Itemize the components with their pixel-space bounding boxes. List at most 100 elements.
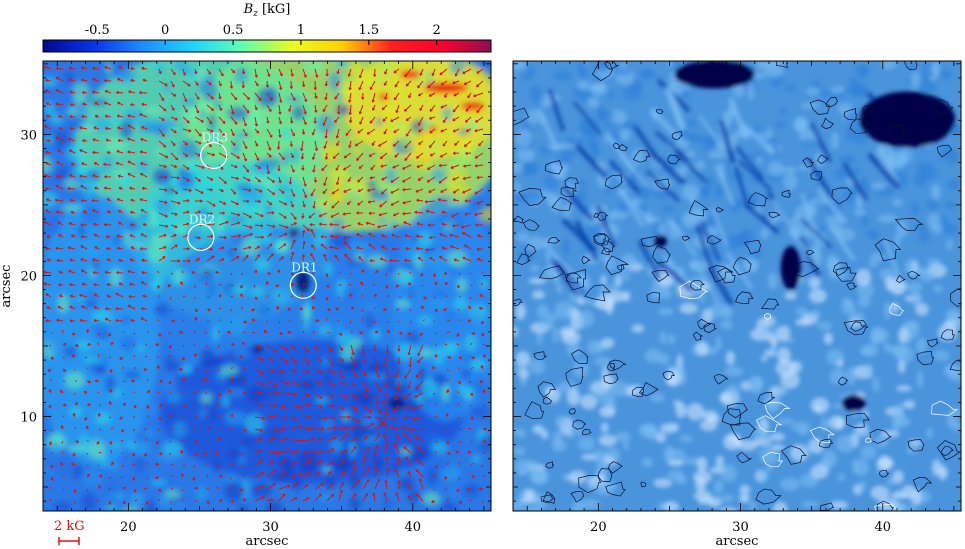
- field-speckle: [370, 328, 381, 340]
- vector-arrowhead: [94, 114, 98, 118]
- vector-arrowhead: [340, 375, 344, 379]
- field-speckle: [113, 235, 120, 245]
- vector-arrowhead: [452, 198, 456, 202]
- vector-arrow: [323, 176, 328, 186]
- vector-arrow: [338, 489, 343, 502]
- vector-arrow: [302, 176, 307, 187]
- vector-arrowhead: [454, 142, 458, 146]
- vector-arrow: [92, 78, 100, 82]
- contour-black: [572, 419, 587, 430]
- vector-arrow: [350, 460, 357, 466]
- vector-arrow: [158, 246, 167, 250]
- granule: [572, 359, 589, 378]
- vector-arrowhead: [432, 366, 436, 370]
- vector-arrow: [446, 368, 449, 372]
- vector-arrowhead: [462, 190, 466, 194]
- vector-arrow: [384, 92, 388, 100]
- granule: [566, 388, 581, 406]
- vector-arrowhead: [383, 422, 387, 426]
- granule: [903, 400, 916, 409]
- vector-arrowhead: [367, 188, 371, 192]
- granule: [517, 469, 527, 477]
- contour-black: [835, 267, 857, 282]
- vector-arrowhead: [393, 213, 396, 217]
- vector-arrowhead: [294, 416, 298, 420]
- vector-arrow: [431, 68, 436, 76]
- contour-black: [542, 396, 553, 405]
- vector-arrowhead: [220, 166, 224, 170]
- vector-arrowhead: [402, 201, 406, 205]
- vector-arrow: [362, 368, 367, 377]
- vector-arrow: [290, 416, 298, 420]
- vector-arrowhead: [290, 204, 295, 208]
- vector-arrow: [349, 272, 352, 275]
- vector-arrow: [416, 199, 424, 202]
- vector-arrow: [56, 175, 64, 178]
- vector-arrowhead: [361, 96, 365, 100]
- vector-arrowhead: [109, 441, 113, 445]
- granule: [896, 219, 908, 238]
- vector-arrowhead: [334, 119, 338, 123]
- vector-arrowhead: [119, 416, 123, 420]
- contour-black: [603, 373, 619, 385]
- vector-arrow: [338, 380, 346, 386]
- vector-arrow: [455, 68, 460, 77]
- vector-arrowhead: [259, 437, 263, 441]
- vector-arrowhead: [382, 401, 386, 405]
- vector-arrowhead: [383, 492, 387, 496]
- vector-arrow: [242, 331, 246, 334]
- granule: [926, 427, 933, 439]
- vector-arrows: [43, 65, 487, 505]
- vector-arrowhead: [335, 307, 339, 311]
- vector-arrowhead: [415, 189, 419, 193]
- vector-arrowhead: [330, 234, 334, 238]
- field-speckle: [428, 481, 438, 490]
- vector-arrowhead: [318, 222, 322, 226]
- vector-arrowhead: [94, 102, 98, 105]
- field-speckle: [99, 195, 115, 213]
- vector-arrowhead: [396, 388, 400, 392]
- vector-arrow: [242, 116, 247, 127]
- vector-arrowhead: [130, 66, 134, 71]
- granule: [590, 142, 598, 152]
- vector-arrowhead: [69, 283, 72, 287]
- contour-black: [604, 61, 619, 70]
- vector-arrowhead: [106, 151, 110, 155]
- vector-arrow: [139, 113, 148, 118]
- vector-arrowhead: [75, 343, 79, 348]
- vector-arrowhead: [384, 384, 389, 388]
- field-speckle: [43, 468, 51, 475]
- field-speckle: [237, 504, 249, 511]
- vector-arrowhead: [280, 256, 284, 260]
- vector-arrowhead: [211, 222, 215, 226]
- vector-arrowhead: [361, 352, 366, 356]
- vector-arrowhead: [254, 74, 258, 78]
- vector-arrowhead: [258, 199, 261, 204]
- vector-arrow: [206, 255, 215, 262]
- granule: [779, 107, 787, 116]
- vector-arrow: [310, 253, 316, 262]
- granule: [568, 470, 587, 484]
- granule: [552, 327, 559, 344]
- vector-arrow: [242, 104, 250, 114]
- vector-arrowhead: [193, 353, 197, 357]
- vector-arrow: [290, 68, 294, 77]
- contour-black: [916, 350, 934, 365]
- vector-arrowhead: [246, 110, 250, 114]
- filament: [807, 158, 833, 198]
- vector-arrow: [419, 104, 424, 111]
- filament: [725, 251, 753, 290]
- vector-arrow: [68, 138, 76, 142]
- field-speckle: [396, 377, 403, 386]
- dark-pore: [654, 235, 667, 247]
- vector-arrowhead: [46, 258, 50, 262]
- vector-arrowhead: [272, 192, 276, 195]
- vector-arrow: [266, 253, 274, 262]
- vector-arrow: [127, 151, 136, 154]
- vector-arrow: [422, 319, 426, 322]
- field-speckle: [470, 407, 490, 417]
- vector-arrowhead: [161, 133, 165, 137]
- vector-arrow: [326, 482, 335, 490]
- vector-arrow: [104, 90, 112, 94]
- vector-arrow: [206, 474, 209, 478]
